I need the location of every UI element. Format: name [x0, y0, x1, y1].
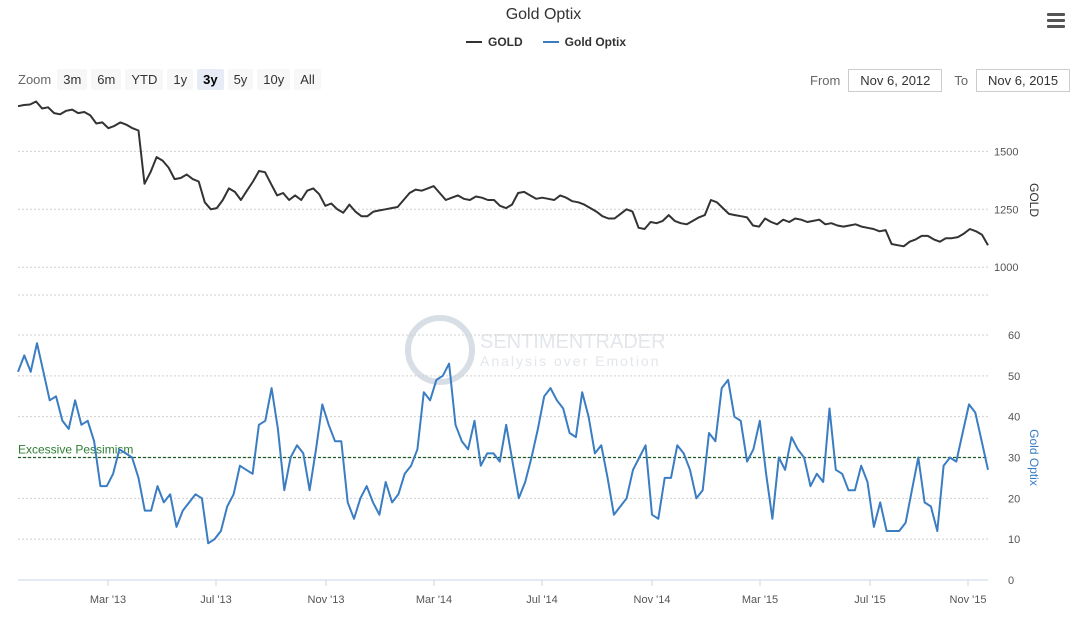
y-tick-label: 1250	[994, 204, 1018, 216]
from-date-input[interactable]	[848, 69, 943, 92]
y-tick-label: 20	[1008, 493, 1020, 505]
to-date-input[interactable]	[976, 69, 1071, 92]
y-tick-label: 40	[1008, 412, 1020, 424]
watermark-subtext: Analysis over Emotion	[480, 353, 661, 369]
chart-title: Gold Optix	[505, 6, 582, 23]
legend-item-gold[interactable]: GOLD	[466, 35, 523, 49]
axes: 1000 1250 1500 GOLD 0 10 20 30 40 50 60 Gold Optix M…	[18, 146, 1041, 606]
x-tick-label: Jul '13	[200, 594, 231, 606]
x-tick-label: Nov '13	[308, 594, 345, 606]
y-tick-label: 50	[1008, 371, 1020, 383]
y-tick-label: 1000	[994, 262, 1018, 274]
watermark-logo-ring	[405, 315, 475, 385]
y-tick-label: 10	[1008, 534, 1020, 546]
series-line-gold-optix	[17, 342, 989, 545]
zoom-button-10y[interactable]: 10y	[257, 69, 291, 90]
zoom-button-1y[interactable]: 1y	[167, 69, 194, 90]
y-tick-label: 30	[1008, 453, 1020, 465]
y-tick-label: 0	[1008, 575, 1014, 587]
zoom-button-5y[interactable]: 5y	[227, 69, 254, 90]
legend-line-gold	[466, 41, 482, 43]
x-tick-label: Mar '14	[416, 594, 452, 606]
reference-line: Excessive Pessimism	[18, 443, 988, 459]
menu-icon[interactable]	[1047, 13, 1065, 28]
reference-line-label: Excessive Pessimism	[18, 443, 133, 457]
zoom-button-all[interactable]: All	[294, 69, 321, 90]
series-lines	[17, 100, 989, 545]
y-axis-title-gold: GOLD	[1027, 183, 1041, 217]
zoom-button-3m[interactable]: 3m	[57, 69, 88, 90]
zoom-label: Zoom	[18, 72, 52, 87]
zoom-button-ytd[interactable]: YTD	[125, 69, 164, 90]
series-line-gold	[17, 100, 989, 248]
from-label: From	[810, 73, 841, 88]
x-tick-label: Jul '15	[854, 594, 885, 606]
watermark-text: SENTIMENTRADER	[480, 331, 666, 353]
legend-item-gold-optix[interactable]: Gold Optix	[542, 35, 627, 49]
legend-line-gold-optix	[542, 41, 559, 43]
zoom-toolbar: Zoom 3m 6m YTD 1y 3y 5y 10y All	[18, 69, 325, 90]
legend-label-gold-optix: Gold Optix	[564, 35, 627, 49]
to-label: To	[954, 73, 969, 88]
date-range: From To	[810, 69, 1071, 92]
legend-label-gold: GOLD	[488, 35, 523, 49]
x-tick-label: Nov '14	[634, 594, 671, 606]
x-tick-label: Mar '15	[742, 594, 778, 606]
x-tick-label: Nov '15	[950, 594, 987, 606]
y-tick-label: 1500	[994, 146, 1018, 158]
x-tick-label: Mar '13	[90, 594, 126, 606]
y-tick-label: 60	[1008, 330, 1020, 342]
legend: GOLD Gold Optix	[466, 35, 626, 49]
zoom-button-3y[interactable]: 3y	[197, 69, 224, 90]
x-tick-label: Jul '14	[526, 594, 557, 606]
y-axis-title-optix: Gold Optix	[1027, 429, 1041, 486]
zoom-button-6m[interactable]: 6m	[91, 69, 122, 90]
